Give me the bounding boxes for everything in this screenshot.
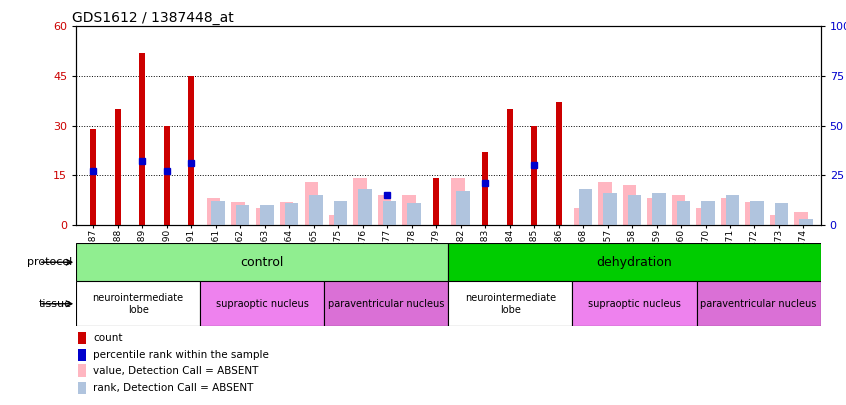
Bar [726,195,739,225]
Bar [140,53,146,225]
Bar [799,219,813,225]
Bar [76,281,201,326]
Text: paraventricular nucleus: paraventricular nucleus [328,299,444,309]
Bar [482,152,488,225]
Bar [448,281,573,326]
Bar [776,222,782,225]
Text: GDS1612 / 1387448_at: GDS1612 / 1387448_at [73,11,234,25]
Bar [433,179,439,225]
Bar [531,126,537,225]
Text: percentile rank within the sample: percentile rank within the sample [93,350,269,360]
Bar [452,179,465,225]
Bar [201,281,324,326]
Bar [359,189,372,225]
Bar [206,198,220,225]
Bar [672,195,685,225]
Text: protocol: protocol [27,257,72,267]
Bar [78,332,86,345]
Bar [696,208,710,225]
Bar [507,109,513,225]
Bar [556,102,562,225]
Bar [115,109,121,225]
Bar [383,201,396,225]
Bar [354,179,367,225]
Bar [745,202,759,225]
Text: neurointermediate
lobe: neurointermediate lobe [92,293,184,315]
Bar [574,208,587,225]
Bar [701,201,715,225]
Text: neurointermediate
lobe: neurointermediate lobe [464,293,556,315]
Bar [78,349,86,361]
Bar [573,281,696,326]
Bar [652,193,666,225]
Text: paraventricular nucleus: paraventricular nucleus [700,299,816,309]
Bar [310,195,323,225]
Bar [163,126,170,225]
Bar [378,195,392,225]
Bar [324,281,448,326]
Text: supraoptic nucleus: supraoptic nucleus [216,299,309,309]
Bar [677,201,690,225]
Text: count: count [93,333,123,343]
Bar [448,243,821,281]
Bar [236,205,250,225]
Text: control: control [240,256,284,269]
Bar [261,205,274,225]
Bar [91,129,96,225]
Bar [280,202,294,225]
Bar [255,208,269,225]
Bar [775,203,788,225]
Bar [285,203,299,225]
Bar [188,76,195,225]
Bar [78,364,86,377]
Bar [628,195,641,225]
Bar [305,182,318,225]
Text: dehydration: dehydration [596,256,673,269]
Text: tissue: tissue [39,299,72,309]
Bar [456,191,470,225]
Text: supraoptic nucleus: supraoptic nucleus [588,299,681,309]
Bar [76,243,448,281]
Bar [231,202,244,225]
Bar [721,198,734,225]
Bar [770,215,783,225]
Bar [403,195,416,225]
Bar [78,382,86,394]
Text: rank, Detection Call = ABSENT: rank, Detection Call = ABSENT [93,383,254,393]
Bar [408,203,420,225]
Bar [623,185,636,225]
Bar [794,211,808,225]
Bar [334,201,348,225]
Bar [329,215,343,225]
Bar [647,198,661,225]
Bar [579,189,592,225]
Bar [598,182,612,225]
Bar [603,193,617,225]
Bar [696,281,821,326]
Text: value, Detection Call = ABSENT: value, Detection Call = ABSENT [93,366,258,376]
Bar [750,201,764,225]
Bar [212,201,225,225]
